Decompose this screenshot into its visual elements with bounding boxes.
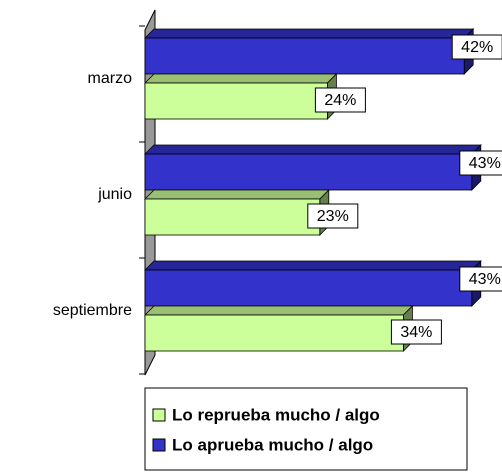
legend-label: Lo aprueba mucho / algo xyxy=(172,435,373,454)
category-label: junio xyxy=(97,186,132,203)
bar xyxy=(144,314,404,352)
value-label: 43% xyxy=(469,271,501,288)
value-label: 42% xyxy=(461,39,493,56)
legend-swatch xyxy=(152,438,166,452)
bar xyxy=(144,198,321,236)
legend-label: Lo reprueba mucho / algo xyxy=(172,405,380,424)
value-label-box xyxy=(459,266,502,292)
value-label: 24% xyxy=(324,92,356,109)
value-label-box xyxy=(459,150,502,176)
bar xyxy=(144,269,473,307)
bar-top xyxy=(144,144,482,155)
legend-swatch xyxy=(152,408,166,422)
value-label: 34% xyxy=(400,324,432,341)
bar xyxy=(144,153,473,191)
value-label-box xyxy=(451,34,502,60)
legend-box xyxy=(144,387,468,471)
bar-top xyxy=(144,73,338,84)
bar xyxy=(144,82,328,120)
value-label: 43% xyxy=(469,155,501,172)
bar xyxy=(144,37,465,75)
bar-top xyxy=(144,305,414,316)
value-label: 23% xyxy=(317,208,349,225)
value-label-box xyxy=(314,87,366,113)
bar-top xyxy=(144,189,330,200)
value-label-box xyxy=(390,319,442,345)
value-label-box xyxy=(307,203,359,229)
category-label: marzo xyxy=(88,70,133,87)
category-label: septiembre xyxy=(53,302,132,319)
bar-top xyxy=(144,28,475,39)
bar-top xyxy=(144,260,482,271)
